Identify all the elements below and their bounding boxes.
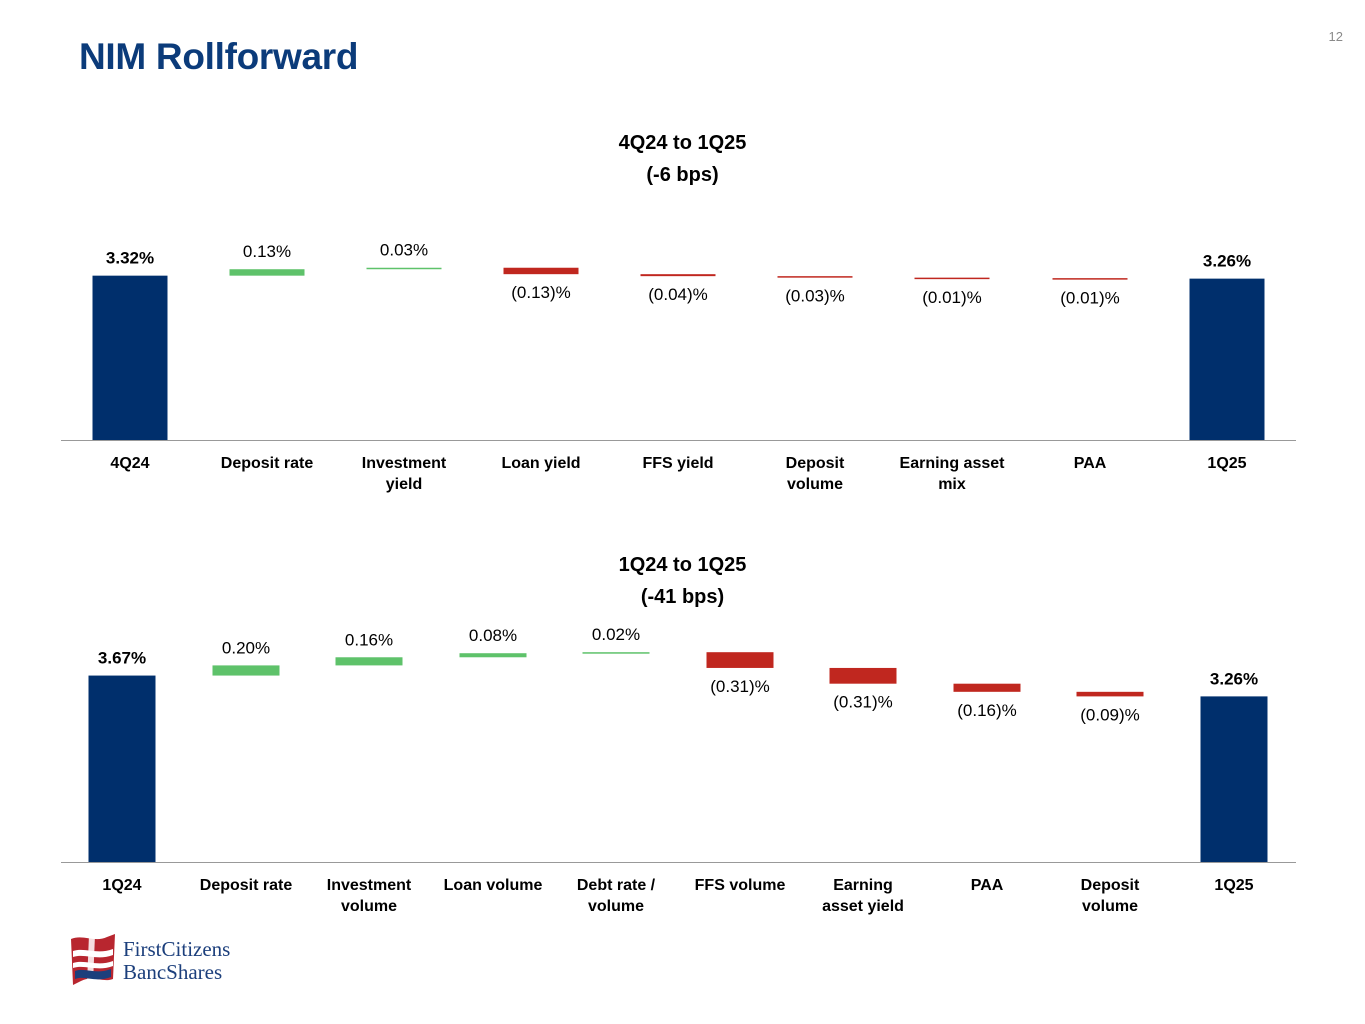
chart1-value-label-earning-asset-mix: (0.01)%	[922, 288, 982, 307]
chart1-category-label-4q24: 4Q24	[110, 455, 149, 472]
chart2-category-label-debt-rate-volume-line2: volume	[588, 898, 644, 915]
chart2-category-label-deposit-volume-line2: volume	[1082, 898, 1138, 915]
chart2-bar-earning-asset-yield	[829, 667, 897, 684]
chart1-bar-4q24	[92, 275, 168, 440]
chart1-category-label-investment-yield-line1: Investment	[362, 455, 447, 472]
first-citizens-logo: FirstCitizens BancShares	[71, 934, 230, 985]
chart2-category-label-ffs-volume: FFS volume	[695, 877, 786, 894]
chart1-subtitle: (-6 bps)	[646, 164, 719, 186]
chart2-category-label-investment-volume-line2: volume	[341, 898, 397, 915]
chart1-bar-deposit-rate	[229, 269, 305, 276]
logo-line1: FirstCitizens	[123, 937, 230, 961]
chart2-value-label-debt-rate-volume: 0.02%	[592, 625, 640, 644]
chart2-category-label-deposit-rate: Deposit rate	[200, 877, 293, 894]
chart2-bar-investment-volume	[335, 657, 403, 666]
chart1-category-label-investment-yield-line2: yield	[386, 476, 422, 493]
page-number: 12	[1328, 29, 1343, 44]
chart1-bar-paa	[1052, 278, 1128, 280]
chart1-value-label-deposit-volume: (0.03)%	[785, 287, 845, 306]
chart2-subtitle: (-41 bps)	[640, 586, 725, 608]
chart1-bar-loan-yield	[503, 267, 579, 275]
chart1-category-label-deposit-volume-line2: volume	[787, 476, 843, 493]
chart1-value-label-loan-yield: (0.13)%	[511, 283, 571, 302]
chart1-bar-investment-yield	[366, 267, 442, 270]
page-title: NIM Rollforward	[79, 36, 359, 77]
chart2-value-label-investment-volume: 0.16%	[345, 630, 393, 649]
chart2-value-label-earning-asset-yield: (0.31)%	[833, 693, 893, 712]
chart1-value-label-4q24: 3.32%	[106, 249, 154, 268]
chart2-value-label-paa: (0.16)%	[957, 701, 1017, 720]
chart1-title: 4Q24 to 1Q25	[618, 132, 747, 154]
chart2-bar-deposit-volume	[1076, 691, 1144, 697]
chart2-category-label-debt-rate-volume-line1: Debt rate /	[577, 877, 656, 894]
chart2-bar-1q24	[88, 675, 156, 862]
chart2-waterfall: 3.67% 1Q24 0.20% Deposit rate 0.16% Investmen…	[61, 625, 1296, 915]
chart1-value-label-paa: (0.01)%	[1060, 289, 1120, 308]
chart2-bar-deposit-rate	[212, 665, 280, 676]
chart1-bar-earning-asset-mix	[914, 277, 990, 280]
chart1-category-label-deposit-volume-line1: Deposit	[786, 455, 845, 472]
chart2-bar-1q25	[1200, 696, 1268, 862]
chart1-category-label-deposit-rate: Deposit rate	[221, 455, 314, 472]
chart1-category-label-ffs-yield: FFS yield	[642, 455, 713, 472]
chart2-value-label-deposit-volume: (0.09)%	[1080, 705, 1140, 724]
chart2-value-label-1q24: 3.67%	[98, 649, 146, 668]
chart2-category-label-paa: PAA	[971, 877, 1004, 894]
chart2-category-label-deposit-volume-line1: Deposit	[1081, 877, 1140, 894]
chart2-bar-debt-rate-volume	[582, 652, 650, 654]
chart1-bar-deposit-volume	[777, 276, 853, 278]
chart1-value-label-ffs-yield: (0.04)%	[648, 285, 708, 304]
chart2-bar-ffs-volume	[706, 652, 774, 668]
chart2-value-label-loan-volume: 0.08%	[469, 626, 517, 645]
chart2-value-label-1q25: 3.26%	[1210, 669, 1258, 688]
chart2-bar-loan-volume	[459, 653, 527, 658]
chart1-category-label-loan-yield: Loan yield	[501, 455, 580, 472]
chart1-category-label-earning-asset-mix-line1: Earning asset	[900, 455, 1006, 472]
chart1-category-label-earning-asset-mix-line2: mix	[938, 476, 966, 493]
chart1-bar-1q25	[1189, 278, 1265, 440]
chart2-category-label-earning-asset-yield-line1: Earning	[833, 877, 893, 894]
chart1-bar-ffs-yield	[640, 274, 716, 277]
chart2-category-label-investment-volume-line1: Investment	[327, 877, 412, 894]
logo-line2: BancShares	[123, 960, 222, 984]
chart2-category-label-loan-volume: Loan volume	[444, 877, 543, 894]
chart2-value-label-ffs-volume: (0.31)%	[710, 677, 770, 696]
chart2-bar-paa	[953, 683, 1021, 692]
flag-icon	[71, 934, 115, 985]
chart1-value-label-investment-yield: 0.03%	[380, 241, 428, 260]
chart2-category-label-1q25: 1Q25	[1214, 877, 1253, 894]
chart1-value-label-deposit-rate: 0.13%	[243, 242, 291, 261]
chart1-value-label-1q25: 3.26%	[1203, 252, 1251, 271]
chart2-value-label-deposit-rate: 0.20%	[222, 638, 270, 657]
chart2-category-label-1q24: 1Q24	[102, 877, 141, 894]
chart1-category-label-1q25: 1Q25	[1207, 455, 1246, 472]
chart1-category-label-paa: PAA	[1074, 455, 1107, 472]
chart2-category-label-earning-asset-yield-line2: asset yield	[822, 898, 904, 915]
chart1-waterfall: 3.32% 4Q24 0.13% Deposit rate 0.03% Investmen…	[61, 241, 1296, 493]
chart2-title: 1Q24 to 1Q25	[618, 554, 747, 576]
